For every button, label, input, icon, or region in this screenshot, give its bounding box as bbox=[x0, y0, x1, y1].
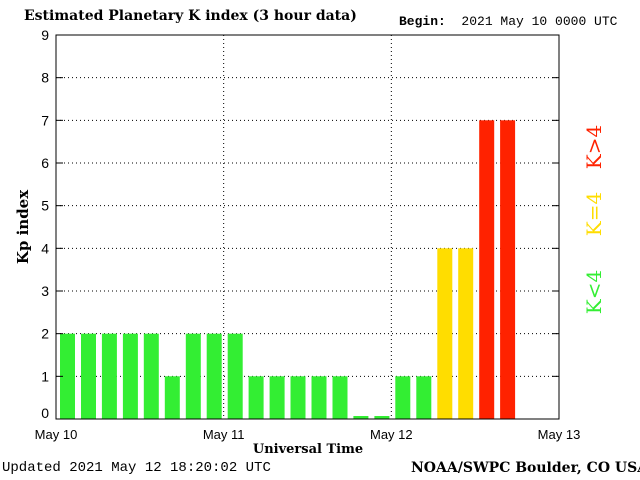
kp-bar bbox=[290, 376, 306, 419]
updated-timestamp: Updated 2021 May 12 18:20:02 UTC bbox=[2, 460, 271, 476]
y-tick-label: 9 bbox=[41, 27, 49, 43]
y-tick-label: 7 bbox=[41, 112, 49, 128]
y-tick-label: 8 bbox=[41, 70, 49, 86]
y-axis-label: Kp index bbox=[14, 189, 32, 264]
kp-bar bbox=[81, 333, 96, 419]
kp-bar bbox=[122, 333, 138, 419]
x-tick-label: May 13 bbox=[538, 427, 581, 442]
plot-frame bbox=[55, 34, 560, 420]
y-tick-label: 2 bbox=[41, 326, 49, 342]
kp-bar bbox=[353, 416, 369, 419]
kp-bar bbox=[458, 248, 474, 419]
begin-date: Begin: 2021 May 10 0000 UTC bbox=[399, 14, 617, 29]
kp-bar bbox=[395, 376, 411, 419]
legend-item: K=4 bbox=[582, 192, 606, 236]
x-tick-label: May 12 bbox=[370, 427, 413, 442]
kp-bar bbox=[101, 333, 117, 419]
chart-title: Estimated Planetary K index (3 hour data… bbox=[24, 8, 357, 24]
legend: K<4 K=4 K>4 bbox=[582, 125, 606, 314]
credit-text: NOAA/SWPC Boulder, CO USA bbox=[411, 460, 640, 476]
kp-bar bbox=[500, 120, 516, 420]
begin-label: Begin: bbox=[399, 14, 446, 29]
y-tick-label: 3 bbox=[41, 283, 49, 299]
x-tick-label: May 10 bbox=[35, 427, 78, 442]
y-tick-label: 4 bbox=[41, 240, 49, 256]
y-tick-label: 5 bbox=[41, 198, 49, 214]
y-tick-label: 0 bbox=[41, 405, 49, 421]
kp-bar bbox=[269, 376, 285, 419]
kp-bar bbox=[206, 333, 222, 419]
kp-bar bbox=[143, 333, 159, 419]
kp-bar bbox=[60, 333, 75, 419]
kp-bar bbox=[332, 376, 348, 419]
y-tick-label: 6 bbox=[41, 155, 49, 171]
kp-bar bbox=[437, 248, 453, 419]
legend-item: K>4 bbox=[582, 125, 606, 169]
kp-bar bbox=[248, 376, 264, 419]
kp-bar bbox=[416, 376, 432, 419]
kp-bar bbox=[374, 416, 390, 419]
kp-bar bbox=[479, 120, 495, 420]
begin-value: 2021 May 10 0000 UTC bbox=[461, 14, 618, 29]
kp-bar bbox=[227, 333, 243, 419]
legend-item: K<4 bbox=[582, 270, 606, 314]
x-axis-label: Universal Time bbox=[253, 442, 363, 457]
y-tick-label: 1 bbox=[41, 368, 49, 384]
bars bbox=[60, 120, 516, 420]
axes: 0 1 2 3 4 5 6 7 8 9 May 10 May 11 May 12 May 13 bbox=[35, 27, 581, 442]
grid bbox=[56, 35, 559, 419]
kp-bar bbox=[185, 333, 201, 419]
x-tick-label: May 11 bbox=[203, 427, 245, 442]
kp-bar bbox=[311, 376, 327, 419]
kp-bar bbox=[164, 376, 180, 419]
